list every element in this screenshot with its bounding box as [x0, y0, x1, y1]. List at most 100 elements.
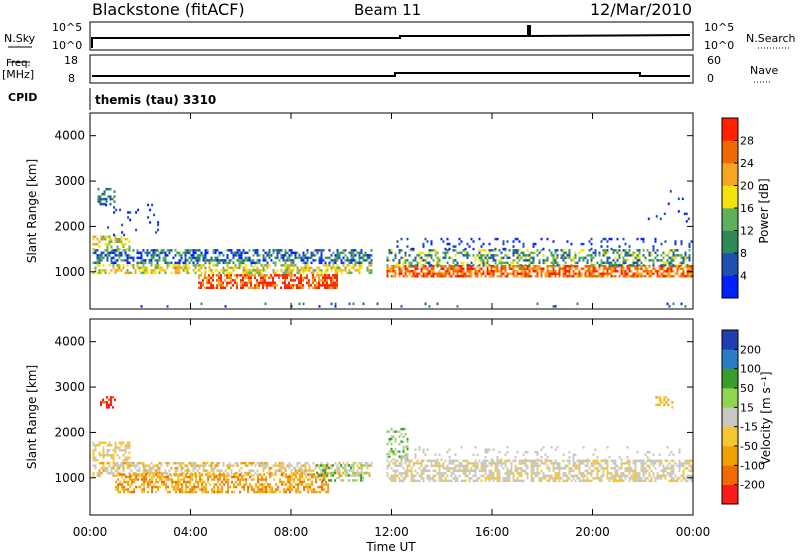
data-cell: [143, 485, 146, 489]
data-cell: [682, 272, 685, 275]
data-cell: [336, 276, 338, 280]
data-cell: [430, 270, 433, 273]
data-cell: [230, 259, 233, 262]
data-cell: [396, 430, 399, 433]
data-cell: [210, 461, 213, 465]
data-cell: [243, 485, 246, 489]
data-cell: [114, 441, 117, 444]
data-cell: [182, 264, 185, 267]
data-cell: [108, 251, 111, 255]
data-cell: [264, 276, 266, 280]
data-cell: [504, 479, 507, 483]
data-cell: [225, 475, 228, 479]
data-cell: [315, 478, 318, 481]
data-cell: [604, 251, 607, 255]
data-cell: [334, 302, 337, 306]
data-cell: [400, 474, 403, 478]
colorbar-tick-label: 200: [740, 343, 761, 356]
data-cell: [324, 469, 327, 472]
data-cell: [550, 477, 553, 480]
data-cell: [252, 269, 255, 272]
data-cell: [280, 469, 283, 472]
data-cell: [285, 488, 288, 491]
data-cell: [360, 479, 363, 482]
data-cell: [257, 485, 260, 489]
data-cell: [276, 254, 279, 257]
data-cell: [612, 249, 615, 252]
data-cell: [640, 469, 643, 473]
data-cell: [578, 464, 581, 468]
data-cell: [560, 254, 563, 257]
data-cell: [482, 242, 485, 246]
data-cell: [496, 237, 499, 241]
data-cell: [243, 483, 246, 486]
data-cell: [492, 265, 495, 268]
data-cell: [564, 272, 567, 275]
data-cell: [628, 462, 631, 465]
data-cell: [628, 469, 631, 473]
data-cell: [171, 480, 174, 484]
data-cell: [680, 256, 683, 260]
data-cell: [358, 261, 361, 265]
data-cell: [274, 264, 277, 267]
colorbar-tick-label: 15: [740, 401, 754, 414]
data-cell: [228, 464, 231, 467]
data-cell: [212, 279, 214, 282]
data-cell: [594, 459, 597, 463]
data-cell: [246, 276, 248, 280]
data-cell: [141, 478, 144, 481]
data-cell: [376, 302, 379, 306]
data-cell: [648, 251, 651, 255]
data-cell: [314, 286, 316, 290]
data-cell: [474, 272, 477, 275]
data-cell: [309, 473, 312, 476]
data-cell: [305, 483, 308, 486]
data-cell: [124, 474, 127, 477]
data-cell: [149, 473, 152, 476]
data-cell: [262, 469, 265, 472]
data-cell: [598, 251, 601, 255]
data-cell: [650, 254, 653, 257]
data-cell: [572, 256, 575, 260]
data-cell: [257, 475, 260, 479]
data-cell: [488, 448, 491, 451]
data-cell: [185, 475, 188, 479]
data-cell: [506, 467, 509, 470]
data-cell: [626, 267, 629, 270]
data-cell: [522, 267, 525, 270]
data-cell: [120, 461, 123, 465]
data-cell: [668, 462, 671, 465]
data-cell: [248, 281, 250, 285]
data-cell: [602, 459, 605, 463]
data-cell: [270, 276, 272, 280]
data-cell: [494, 270, 497, 273]
data-cell: [128, 245, 131, 248]
data-cell: [154, 464, 157, 467]
data-cell: [251, 478, 254, 481]
data-cell: [562, 275, 565, 278]
data-cell: [532, 261, 535, 265]
data-cell: [220, 281, 222, 285]
data-cell: [574, 453, 577, 456]
data-cell: [342, 261, 345, 265]
data-cell: [124, 243, 127, 246]
data-cell: [258, 261, 261, 265]
data-cell: [336, 271, 339, 275]
data-cell: [394, 464, 397, 468]
nave-label: Nave: [750, 64, 778, 77]
data-cell: [396, 264, 399, 267]
data-cell: [246, 471, 249, 475]
data-cell: [290, 259, 293, 262]
data-cell: [220, 251, 223, 255]
data-cell: [538, 265, 541, 268]
data-cell: [282, 281, 284, 285]
data-cell: [418, 272, 421, 275]
data-cell: [570, 467, 573, 470]
data-cell: [197, 485, 200, 489]
data-cell: [490, 272, 493, 275]
data-cell: [684, 254, 687, 257]
data-cell: [526, 459, 529, 463]
data-cell: [468, 245, 471, 248]
data-cell: [212, 461, 215, 465]
data-cell: [492, 256, 495, 260]
